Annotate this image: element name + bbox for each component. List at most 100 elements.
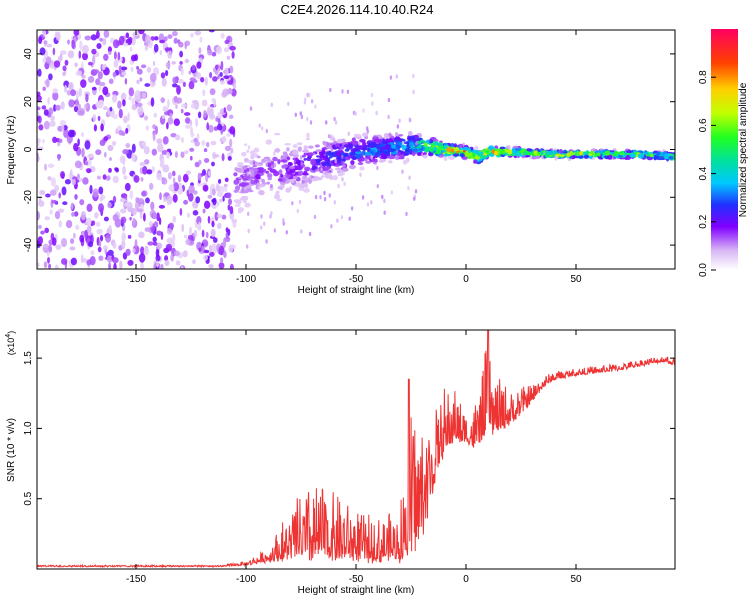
signal-blob (383, 150, 389, 155)
noise-blob (127, 234, 132, 239)
noise-blob (75, 224, 80, 230)
noise-blob (141, 92, 147, 99)
noise-blob (171, 61, 176, 65)
signal-blob (582, 151, 588, 156)
noise-blob (164, 255, 169, 262)
halo-blob (313, 214, 317, 220)
signal-blob (311, 167, 316, 171)
noise-blob (99, 139, 106, 146)
noise-blob (119, 260, 123, 269)
signal-blob (459, 153, 465, 158)
noise-blob (106, 175, 111, 181)
signal-blob (297, 146, 302, 152)
noise-blob (80, 79, 87, 88)
signal-blob (303, 148, 309, 154)
noise-blob (151, 166, 155, 173)
noise-blob (162, 106, 169, 112)
halo-blob (299, 111, 302, 116)
noise-blob (82, 44, 89, 54)
signal-blob (453, 143, 457, 148)
noise-blob (79, 199, 85, 206)
noise-blob (98, 85, 102, 92)
noise-blob (229, 65, 234, 74)
noise-blob (120, 216, 127, 224)
noise-blob (191, 64, 196, 71)
halo-blob (307, 92, 311, 98)
noise-blob (209, 88, 216, 96)
noise-blob (77, 138, 80, 147)
halo-blob (273, 151, 276, 156)
spectrogram-panel: -150 -100 -50 0 50 -40 -20 0 20 40 Height of str… (6, 29, 676, 296)
noise-blob (212, 204, 217, 209)
noise-blob (225, 192, 232, 199)
noise-blob (73, 30, 80, 36)
noise-blob (152, 131, 156, 142)
signal-blob (301, 175, 308, 181)
noise-blob (51, 199, 58, 204)
noise-blob (98, 255, 104, 261)
noise-blob (144, 34, 151, 45)
noise-blob (183, 234, 188, 239)
snr-y-label: SNR (10 * v/v) (6, 418, 17, 482)
x-tick-label: -100 (236, 574, 256, 585)
noise-blob (180, 108, 184, 114)
halo-blob (408, 175, 411, 180)
noise-blob (121, 232, 126, 242)
signal-blob (507, 145, 511, 150)
noise-blob (196, 61, 202, 69)
noise-blob (136, 208, 144, 213)
noise-blob (112, 71, 117, 78)
halo-blob (375, 110, 378, 116)
noise-blob (71, 212, 75, 217)
signal-blob (411, 150, 416, 157)
halo-blob (247, 145, 251, 150)
halo-blob (383, 210, 386, 215)
noise-blob (122, 165, 126, 175)
halo-blob (336, 218, 339, 223)
signal-blob (534, 155, 541, 160)
noise-blob (217, 222, 222, 230)
signal-blob (373, 138, 381, 143)
noise-blob (52, 136, 58, 143)
signal-blob (329, 155, 333, 159)
halo-blob (395, 74, 398, 79)
signal-blob (571, 155, 576, 159)
halo-blob (341, 177, 344, 182)
noise-blob (47, 163, 55, 169)
signal-blob (358, 153, 362, 157)
noise-blob (86, 225, 92, 234)
halo-blob (258, 123, 261, 128)
colorbar-tick-label: 0.6 (698, 118, 709, 132)
halo-blob (414, 189, 418, 194)
noise-blob (227, 204, 231, 211)
noise-blob (229, 138, 233, 148)
noise-blob (221, 135, 227, 142)
noise-blob (162, 164, 170, 173)
signal-blob (246, 149, 250, 153)
snr-scale-prefix: (x10 (6, 338, 16, 356)
noise-blob (37, 262, 40, 268)
noise-blob (218, 245, 225, 256)
signal-blob (576, 151, 580, 157)
noise-blob (207, 194, 213, 199)
signal-blob (268, 139, 272, 144)
noise-blob (88, 241, 94, 248)
signal-blob (575, 155, 580, 159)
signal-blob (417, 138, 421, 141)
signal-blob (275, 191, 279, 197)
signal-blob (436, 149, 442, 155)
signal-blob (235, 185, 241, 191)
signal-blob (305, 137, 310, 141)
halo-blob (289, 186, 292, 191)
signal-blob (310, 159, 317, 166)
noise-blob (37, 236, 43, 245)
noise-blob (184, 112, 191, 116)
halo-blob (396, 124, 400, 129)
halo-blob (376, 184, 379, 189)
noise-blob (179, 208, 183, 216)
noise-blob (85, 161, 89, 166)
signal-blob (500, 149, 506, 155)
signal-blob (237, 162, 244, 165)
noise-blob (145, 125, 149, 131)
